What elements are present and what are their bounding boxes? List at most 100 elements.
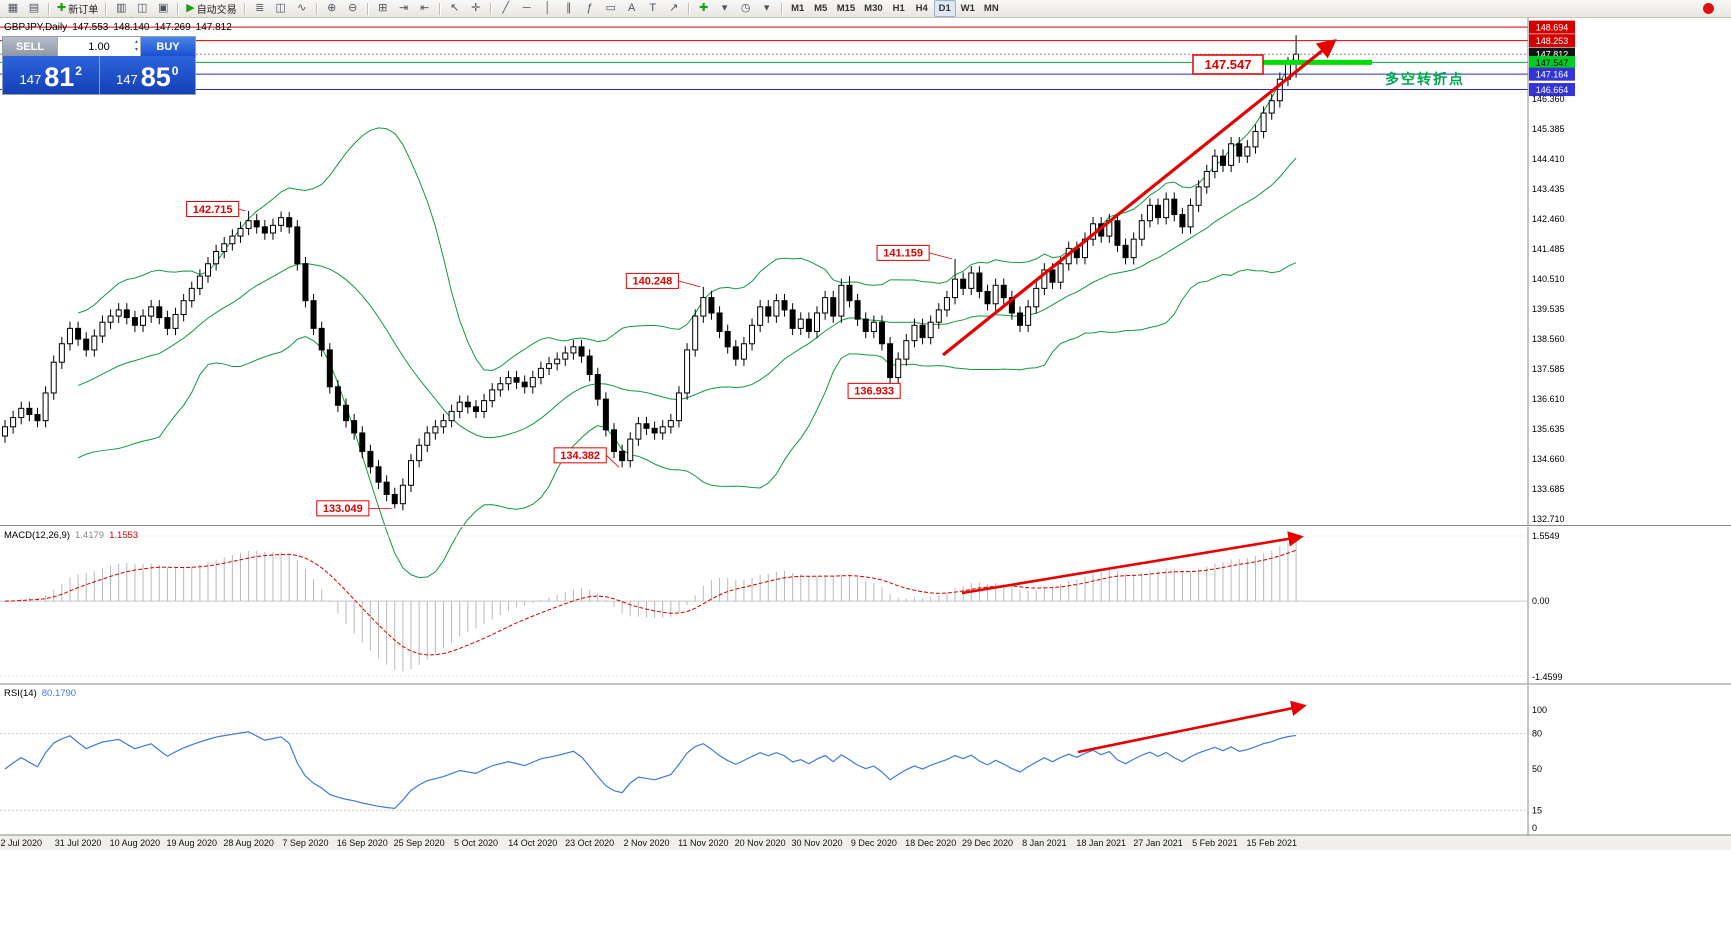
text-button[interactable]: A	[622, 0, 642, 17]
auto-scroll-button[interactable]: ⇥	[394, 0, 414, 17]
rsi-line	[4, 731, 1297, 810]
equidistant-channel-button[interactable]: ∥	[559, 0, 579, 17]
toolbar-separator	[48, 2, 50, 15]
text-label-button[interactable]: T	[643, 0, 663, 17]
time-axis[interactable]: 2 Jul 2020 31 Jul 2020 10 Aug 2020 19 Aug 2…	[0, 834, 1731, 850]
chart-canvas[interactable]: 148.694148.253147.812147.547147.164146.6…	[0, 18, 1731, 850]
record-icon[interactable]	[1703, 3, 1714, 14]
bar-chart-icon: ≣	[255, 2, 265, 14]
chart-shift-icon: ⇤	[420, 2, 430, 14]
timeframe-w1[interactable]: W1	[960, 3, 975, 14]
lot-value: 1.00	[88, 40, 110, 53]
timeframe-m15[interactable]: M15	[836, 3, 856, 14]
zoom-out-button[interactable]: ⊖	[343, 0, 363, 17]
symbol-name: GBPJPY,Daily	[4, 22, 68, 33]
arrows-tool-icon: ↗	[669, 2, 679, 14]
timeframe-h4[interactable]: H4	[915, 3, 928, 14]
bar-chart-button[interactable]: ≣	[250, 0, 270, 17]
svg-text:136.610: 136.610	[1532, 394, 1565, 404]
tile-windows-button[interactable]: ⊞	[373, 0, 393, 17]
horizontal-line-button[interactable]: ─	[517, 0, 537, 17]
arrows-tool-button[interactable]: ↗	[664, 0, 684, 17]
indicators-dropdown-button[interactable]: ▾	[715, 0, 735, 17]
timeframe-m30[interactable]: M30	[864, 3, 883, 14]
svg-text:31 Jul 2020: 31 Jul 2020	[55, 838, 102, 848]
crosshair-button[interactable]: ✛	[466, 0, 486, 17]
timeframe-mn[interactable]: MN	[983, 3, 999, 14]
market-watch-button[interactable]: ▥	[111, 0, 131, 17]
lot-spinner[interactable]: ▴ ▾	[135, 38, 138, 54]
svg-text:23 Oct 2020: 23 Oct 2020	[565, 838, 614, 848]
navigator-button[interactable]: ◫	[132, 0, 152, 17]
buy-button[interactable]: BUY	[141, 37, 195, 56]
timeframe-m5[interactable]: M5	[814, 3, 828, 14]
spinner-up-icon[interactable]: ▴	[134, 39, 138, 45]
cursor-button[interactable]: ↖	[445, 0, 465, 17]
bid-price-panel[interactable]: 147 81 2	[3, 56, 99, 94]
svg-text:29 Dec 2020: 29 Dec 2020	[962, 838, 1013, 848]
svg-text:143.435: 143.435	[1532, 184, 1565, 194]
chart-shift-button[interactable]: ⇤	[415, 0, 435, 17]
candlestick-chart-button[interactable]: ◫	[271, 0, 291, 17]
price-axis[interactable]: 146.360 145.385 144.410 143.435 142.460 141.4…	[1527, 18, 1565, 835]
line-chart-icon: ∿	[297, 2, 307, 14]
cn-annotation-text[interactable]: 多空转折点	[1385, 71, 1465, 87]
periods-icon: ◷	[740, 2, 751, 14]
svg-text:135.635: 135.635	[1532, 424, 1565, 434]
sell-button[interactable]: SELL	[3, 37, 57, 56]
svg-text:0.00: 0.00	[1532, 596, 1550, 606]
indicators-dropdown-icon: ▾	[721, 2, 728, 14]
timeframe-h1[interactable]: H1	[892, 3, 905, 14]
trend-arrows[interactable]	[941, 38, 1337, 754]
text-label-icon: T	[649, 2, 657, 14]
lot-size-input[interactable]: 1.00 ▴ ▾	[57, 37, 141, 56]
svg-text:133.685: 133.685	[1532, 484, 1565, 494]
toolbar-separator	[243, 2, 246, 15]
autotrading-icon: ▶	[186, 2, 195, 14]
rsi-value: 80.1790	[41, 688, 77, 699]
periods-dropdown-button[interactable]: ▾	[757, 0, 777, 17]
svg-text:134.382: 134.382	[560, 450, 600, 462]
text-icon: A	[628, 2, 636, 14]
svg-text:15: 15	[1532, 805, 1542, 815]
candlestick-series	[2, 35, 1300, 511]
svg-text:141.159: 141.159	[883, 248, 923, 260]
terminal-icon: ▣	[158, 2, 169, 14]
trend-arrow-rsi	[1077, 700, 1307, 754]
new-chart-icon: ▦	[7, 2, 19, 14]
zoom-in-button[interactable]: ⊕	[322, 0, 342, 17]
vertical-line-button[interactable]: │	[538, 0, 558, 17]
spinner-down-icon[interactable]: ▾	[134, 47, 138, 53]
svg-text:18 Dec 2020: 18 Dec 2020	[905, 838, 956, 848]
svg-text:11 Nov 2020: 11 Nov 2020	[678, 838, 728, 848]
shapes-button[interactable]: ▭	[601, 0, 621, 17]
svg-text:25 Sep 2020: 25 Sep 2020	[394, 838, 445, 848]
indicators-button[interactable]: ✚	[694, 0, 714, 17]
ohlc-low: 147.269	[154, 22, 191, 33]
horizontal-line-icon: ─	[522, 2, 531, 14]
terminal-button[interactable]: ▣	[153, 0, 173, 17]
fibonacci-icon: ƒ	[586, 2, 593, 14]
trendline-button[interactable]: ╱	[496, 0, 516, 17]
svg-text:132.710: 132.710	[1532, 514, 1565, 524]
timeframe-d1[interactable]: D1	[933, 0, 956, 17]
profiles-button[interactable]: ▤	[24, 0, 44, 17]
periods-dropdown-icon: ▾	[763, 2, 770, 14]
svg-text:18 Jan 2021: 18 Jan 2021	[1076, 838, 1126, 848]
chart-window: 148.694 148.253 147.812 147.547 147.164 146.6…	[0, 18, 1731, 850]
candlestick-chart-icon: ◫	[275, 2, 286, 14]
level-note-box[interactable]	[1192, 54, 1264, 75]
autotrading-button[interactable]: ▶ 自动交易	[183, 0, 239, 17]
line-chart-button[interactable]: ∿	[292, 0, 312, 17]
svg-text:27 Jan 2021: 27 Jan 2021	[1133, 838, 1183, 848]
periods-button[interactable]: ◷	[736, 0, 756, 17]
new-order-button[interactable]: ✚ 新订单	[54, 0, 101, 17]
svg-text:148.694: 148.694	[1536, 23, 1569, 33]
fibonacci-button[interactable]: ƒ	[580, 0, 600, 17]
timeframe-m1[interactable]: M1	[791, 3, 805, 14]
trend-arrow-macd	[961, 531, 1304, 595]
new-chart-button[interactable]: ▦	[3, 0, 23, 17]
ask-price-panel[interactable]: 147 85 0	[99, 56, 195, 94]
price-callouts[interactable]: 142.715 133.049 134.382 140.248 136.933 141.1…	[186, 201, 953, 517]
